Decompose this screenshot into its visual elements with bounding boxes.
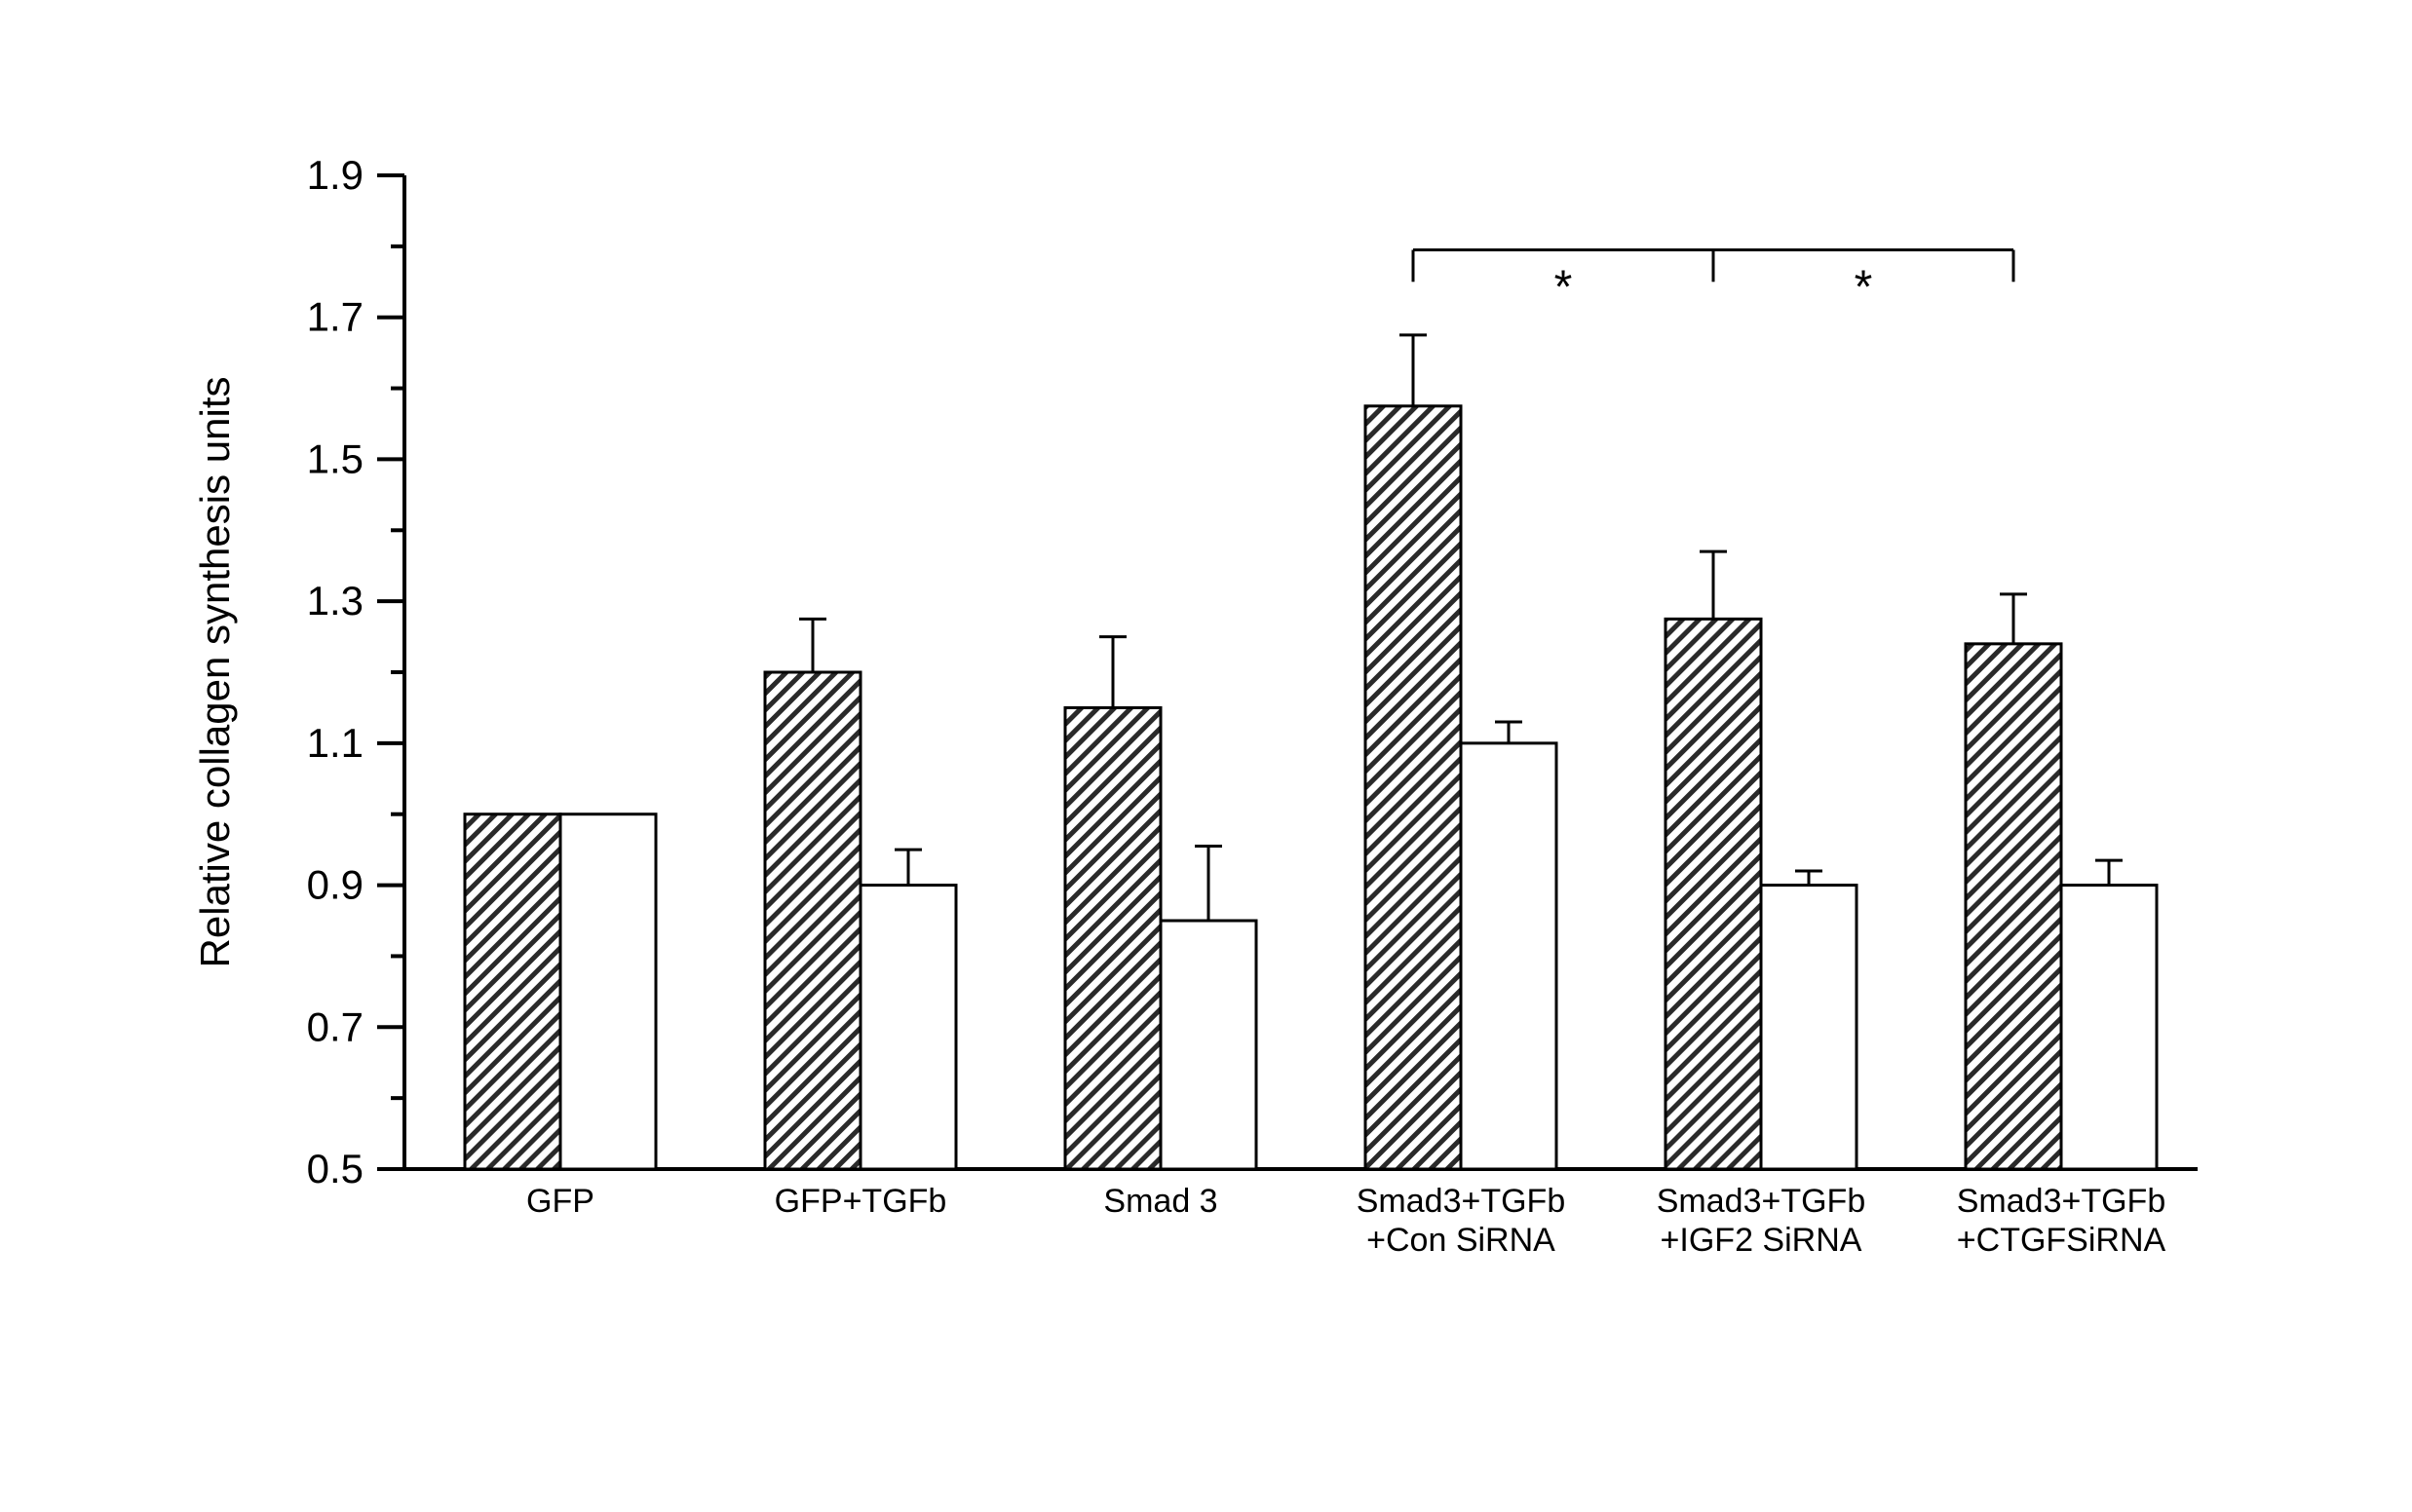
bar [1065,707,1161,1169]
y-tick-label: 1.3 [307,578,364,624]
bar [1665,619,1761,1169]
x-tick-label: +IGF2 SiRNA [1661,1222,1862,1259]
y-tick-label: 0.7 [307,1003,364,1049]
y-tick-label: 1.5 [307,435,364,481]
sig-star: * [1554,262,1573,314]
bar [560,814,656,1169]
y-tick-label: 1.1 [307,720,364,766]
x-tick-label: Smad3+TGFb [1357,1183,1565,1220]
x-tick-label: Smad3+TGFb [1657,1183,1865,1220]
x-tick-label: GFP [526,1183,594,1220]
y-axis-label: Relative collagen synthesis units [192,377,238,968]
x-tick-label: +CTGFSiRNA [1957,1222,2166,1259]
bar [1761,886,1857,1169]
sig-star: * [1855,262,1873,314]
y-tick-label: 0.5 [307,1146,364,1191]
bar-chart: 0.5 0.7 0.9 1.1 1.3 1.5 1.7 1.9 Relative collage… [0,0,2412,1512]
x-tick-label: Smad3+TGFb [1957,1183,2165,1220]
bar [861,886,956,1169]
x-tick-label: GFP+TGFb [775,1183,947,1220]
bar [765,672,861,1169]
bar [1966,644,2061,1169]
y-tick-label: 0.9 [307,862,364,908]
bar [1161,921,1256,1169]
bar [2061,886,2157,1169]
chart-container: 0.5 0.7 0.9 1.1 1.3 1.5 1.7 1.9 Relative collage… [0,0,2412,1512]
y-tick-label: 1.9 [307,152,364,198]
bar [1461,743,1556,1169]
bar [465,814,560,1169]
x-tick-label: +Con SiRNA [1366,1222,1555,1259]
x-tick-label: Smad 3 [1103,1183,1217,1220]
y-tick-label: 1.7 [307,294,364,340]
bar [1365,406,1461,1169]
